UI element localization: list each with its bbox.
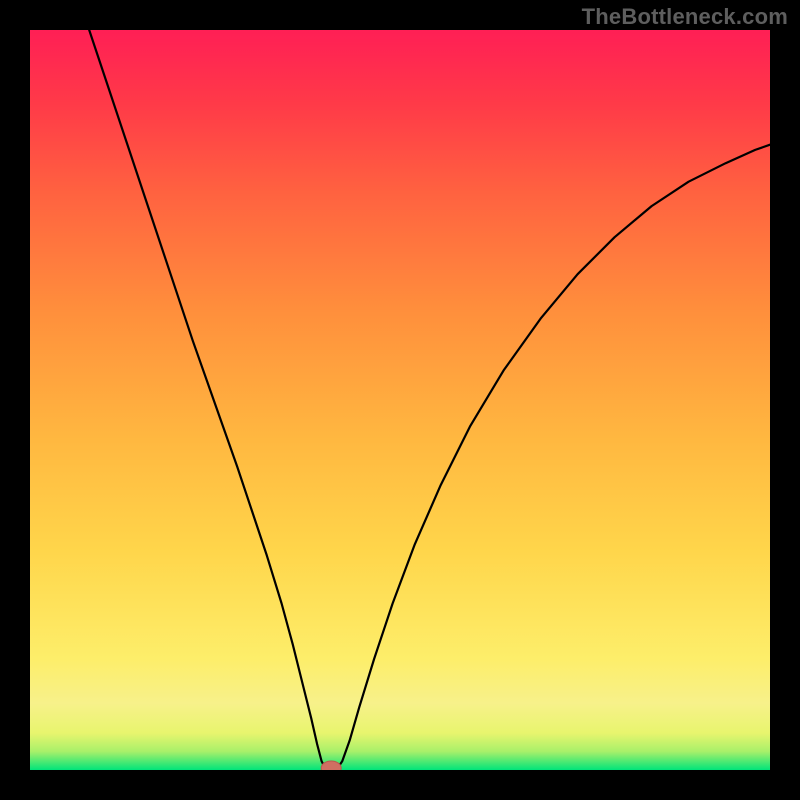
bottleneck-chart [0, 0, 800, 800]
chart-container: TheBottleneck.com [0, 0, 800, 800]
watermark-text: TheBottleneck.com [582, 4, 788, 30]
plot-area [30, 30, 770, 770]
